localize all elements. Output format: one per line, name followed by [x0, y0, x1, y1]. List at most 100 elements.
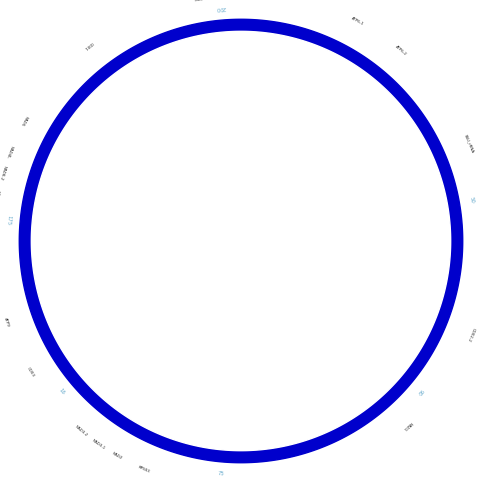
Polygon shape — [258, 77, 264, 95]
Polygon shape — [167, 371, 175, 384]
Polygon shape — [138, 398, 270, 447]
Polygon shape — [361, 144, 373, 155]
Polygon shape — [129, 99, 142, 114]
Polygon shape — [177, 35, 259, 69]
Polygon shape — [342, 347, 347, 351]
Polygon shape — [388, 235, 402, 238]
Polygon shape — [134, 372, 147, 387]
Polygon shape — [121, 363, 135, 377]
Polygon shape — [292, 71, 302, 87]
Polygon shape — [279, 77, 287, 100]
Polygon shape — [381, 191, 401, 199]
Polygon shape — [94, 282, 101, 287]
Polygon shape — [382, 197, 387, 201]
Polygon shape — [100, 302, 108, 308]
Polygon shape — [343, 134, 348, 137]
Polygon shape — [302, 374, 311, 389]
Polygon shape — [367, 314, 374, 320]
Polygon shape — [323, 116, 327, 120]
Polygon shape — [93, 294, 105, 301]
Polygon shape — [124, 336, 131, 343]
Text: COX3: COX3 — [26, 367, 35, 378]
Polygon shape — [388, 234, 401, 237]
Polygon shape — [98, 321, 119, 336]
Polygon shape — [101, 298, 107, 303]
Polygon shape — [366, 315, 384, 327]
Polygon shape — [385, 205, 414, 214]
Polygon shape — [302, 86, 314, 108]
Polygon shape — [373, 305, 386, 313]
Polygon shape — [63, 253, 78, 260]
Polygon shape — [325, 117, 331, 122]
Polygon shape — [92, 246, 94, 249]
Polygon shape — [382, 279, 385, 282]
Polygon shape — [91, 276, 99, 281]
Polygon shape — [115, 320, 118, 323]
Polygon shape — [121, 105, 135, 119]
Polygon shape — [152, 360, 156, 364]
Polygon shape — [388, 226, 403, 230]
Polygon shape — [201, 401, 210, 416]
Polygon shape — [90, 178, 104, 187]
Polygon shape — [335, 372, 348, 387]
Polygon shape — [54, 317, 98, 368]
Polygon shape — [91, 245, 94, 248]
Polygon shape — [366, 160, 372, 165]
Polygon shape — [137, 353, 147, 364]
Polygon shape — [132, 342, 136, 347]
Polygon shape — [328, 90, 341, 105]
Polygon shape — [388, 242, 404, 245]
Polygon shape — [248, 388, 251, 400]
Polygon shape — [235, 388, 238, 391]
Polygon shape — [144, 356, 152, 366]
Polygon shape — [348, 136, 354, 142]
Polygon shape — [112, 325, 122, 334]
Polygon shape — [378, 185, 385, 190]
Polygon shape — [102, 344, 117, 358]
Polygon shape — [369, 166, 374, 170]
Polygon shape — [402, 269, 416, 278]
Polygon shape — [369, 158, 382, 169]
Polygon shape — [120, 330, 125, 335]
Polygon shape — [220, 387, 223, 393]
Polygon shape — [381, 191, 394, 198]
Polygon shape — [146, 358, 154, 367]
Polygon shape — [241, 390, 247, 402]
Polygon shape — [374, 304, 388, 314]
Polygon shape — [303, 100, 309, 109]
Text: COX2-2: COX2-2 — [467, 326, 476, 342]
Polygon shape — [263, 80, 268, 96]
Polygon shape — [335, 352, 342, 359]
Polygon shape — [346, 343, 350, 348]
Polygon shape — [313, 107, 319, 114]
Polygon shape — [362, 322, 378, 334]
Polygon shape — [323, 362, 330, 369]
Text: RPSS3: RPSS3 — [137, 465, 150, 474]
Polygon shape — [385, 267, 391, 270]
Polygon shape — [384, 155, 400, 167]
Polygon shape — [282, 86, 291, 99]
Polygon shape — [320, 108, 328, 118]
Polygon shape — [244, 388, 247, 403]
Text: 50: 50 — [468, 197, 474, 204]
Polygon shape — [288, 379, 292, 385]
Polygon shape — [65, 210, 80, 218]
Polygon shape — [137, 348, 142, 354]
Polygon shape — [268, 385, 277, 414]
Polygon shape — [338, 349, 350, 361]
Polygon shape — [113, 110, 129, 127]
Polygon shape — [381, 284, 398, 292]
Polygon shape — [355, 113, 369, 127]
Polygon shape — [371, 307, 390, 319]
Polygon shape — [384, 272, 394, 277]
Polygon shape — [102, 304, 109, 310]
Polygon shape — [230, 388, 233, 392]
Polygon shape — [377, 185, 381, 188]
Polygon shape — [372, 170, 381, 176]
Polygon shape — [334, 125, 338, 129]
Polygon shape — [157, 370, 173, 395]
Polygon shape — [234, 388, 237, 398]
Polygon shape — [351, 139, 358, 146]
Polygon shape — [341, 348, 349, 357]
Polygon shape — [240, 388, 242, 397]
